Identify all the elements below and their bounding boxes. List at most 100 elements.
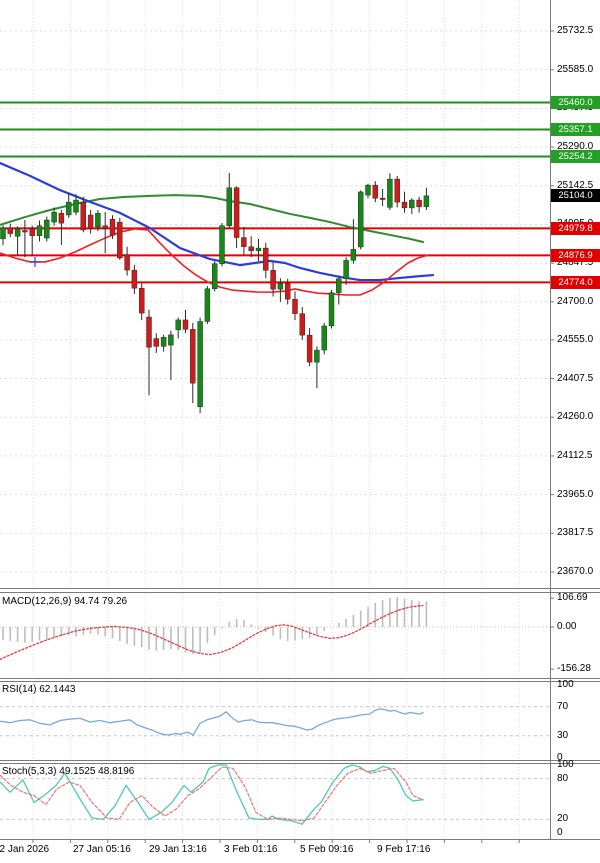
candle-down bbox=[146, 316, 152, 348]
candle-down bbox=[190, 329, 196, 384]
macd-signal-line bbox=[0, 604, 424, 661]
candle-down bbox=[58, 212, 65, 224]
price-tick-label: 24260.0 bbox=[557, 411, 594, 423]
candle-down bbox=[401, 201, 408, 209]
time-label: 27 Jan 05:16 bbox=[73, 844, 131, 855]
time-label: 9 Feb 17:16 bbox=[377, 844, 431, 855]
candle-down bbox=[306, 334, 313, 363]
support-price-label: 24774.0 bbox=[551, 275, 600, 289]
stoch-axis-label: 0 bbox=[557, 827, 563, 838]
rsi-axis-label: 30 bbox=[557, 729, 569, 741]
resistance-price-label: 25254.2 bbox=[551, 149, 600, 163]
candle-up bbox=[175, 319, 181, 331]
candle-down bbox=[22, 230, 28, 233]
candle-up bbox=[204, 288, 211, 322]
stoch-axis-label: 80 bbox=[557, 772, 569, 784]
candle-down bbox=[299, 313, 305, 336]
candle-up bbox=[95, 212, 101, 228]
candle-up bbox=[343, 260, 349, 279]
macd-axis-label: 0.00 bbox=[557, 621, 577, 632]
rsi-axis-label: 70 bbox=[557, 700, 569, 712]
rsi-line bbox=[0, 708, 424, 736]
candle-up bbox=[321, 325, 327, 351]
stoch-indicator-label: Stoch(5,3,3) 49.1525 48.8196 bbox=[2, 766, 135, 777]
candle-down bbox=[416, 199, 422, 208]
candle-down bbox=[138, 287, 145, 314]
stoch-axis-label: 20 bbox=[557, 813, 569, 825]
support-price-label: 24876.9 bbox=[551, 248, 600, 262]
price-tick-label: 24847.5 bbox=[557, 257, 594, 269]
time-label: 22 Jan 2026 bbox=[0, 844, 50, 855]
rsi-axis-label: 0 bbox=[557, 751, 563, 763]
candle-up bbox=[255, 247, 262, 251]
candle-down bbox=[29, 228, 35, 236]
resistance-price-label: 25357.1 bbox=[551, 122, 600, 136]
candle-up bbox=[219, 225, 225, 264]
candle-down bbox=[270, 270, 276, 290]
price-tick-label: 25290.0 bbox=[557, 141, 594, 153]
candle-up bbox=[65, 201, 72, 216]
candle-up bbox=[226, 187, 233, 226]
candle-up bbox=[350, 249, 357, 261]
candle-up bbox=[277, 283, 284, 290]
candle-up bbox=[73, 199, 79, 213]
price-tick-label: 25585.0 bbox=[557, 63, 594, 75]
candle-down bbox=[248, 246, 254, 251]
time-label: 5 Feb 09:16 bbox=[300, 844, 354, 855]
candle-down bbox=[87, 214, 94, 229]
macd-indicator-label: MACD(12,26,9) 94.74 79.26 bbox=[2, 596, 128, 607]
time-label: 3 Feb 01:16 bbox=[224, 844, 278, 855]
price-tick-label: 23817.5 bbox=[557, 527, 594, 539]
macd-axis-label: -156.28 bbox=[557, 663, 591, 675]
price-tick-label: 23670.0 bbox=[557, 565, 594, 577]
price-tick-label: 25142.5 bbox=[557, 179, 594, 191]
candle-down bbox=[153, 338, 160, 347]
candle-down bbox=[131, 269, 138, 289]
rsi-indicator-label: RSI(14) 62.1443 bbox=[2, 684, 76, 695]
candle-up bbox=[423, 195, 430, 208]
candle-up bbox=[336, 278, 342, 293]
candle-up bbox=[387, 178, 393, 208]
price-tick-label: 23965.0 bbox=[557, 488, 594, 500]
ma-blue-line bbox=[0, 161, 435, 282]
price-tick-label: 24112.5 bbox=[557, 449, 593, 461]
candle-up bbox=[328, 292, 335, 327]
candle-up bbox=[36, 225, 43, 236]
candle-down bbox=[379, 198, 386, 200]
current-price-label: 25104.0 bbox=[551, 189, 600, 203]
candle-down bbox=[109, 218, 116, 236]
price-tick-label: 24700.0 bbox=[557, 295, 594, 307]
candle-down bbox=[233, 187, 240, 238]
stoch-d-line bbox=[0, 766, 424, 822]
rsi-axis-label: 100 bbox=[557, 679, 574, 690]
candle-down bbox=[285, 283, 291, 300]
resistance-price-label: 25460.0 bbox=[551, 95, 600, 109]
stoch-axis-label: 100 bbox=[557, 759, 574, 770]
price-tick-label: 25732.5 bbox=[557, 25, 594, 36]
candle-down bbox=[372, 184, 378, 199]
price-tick-label: 24555.0 bbox=[557, 333, 594, 345]
candle-down bbox=[394, 178, 400, 203]
candle-up bbox=[14, 228, 21, 237]
candle-up bbox=[314, 349, 320, 363]
candle-down bbox=[117, 221, 123, 259]
support-price-label: 24979.8 bbox=[551, 221, 600, 235]
candle-down bbox=[241, 237, 247, 247]
candle-up bbox=[44, 219, 50, 239]
candle-down bbox=[182, 319, 189, 330]
macd-axis-label: 106.69 bbox=[557, 592, 588, 604]
candle-down bbox=[7, 227, 14, 234]
candle-up bbox=[409, 199, 415, 209]
candle-up bbox=[160, 337, 167, 347]
ma-red-line bbox=[0, 228, 429, 296]
candle-up bbox=[51, 211, 57, 223]
candle-down bbox=[80, 201, 87, 231]
candle-up bbox=[365, 184, 371, 196]
price-tick-label: 24407.5 bbox=[557, 372, 594, 384]
candle-up bbox=[358, 191, 364, 248]
candle-up bbox=[168, 334, 174, 346]
candle-up bbox=[197, 321, 203, 407]
candle-down bbox=[102, 225, 108, 229]
